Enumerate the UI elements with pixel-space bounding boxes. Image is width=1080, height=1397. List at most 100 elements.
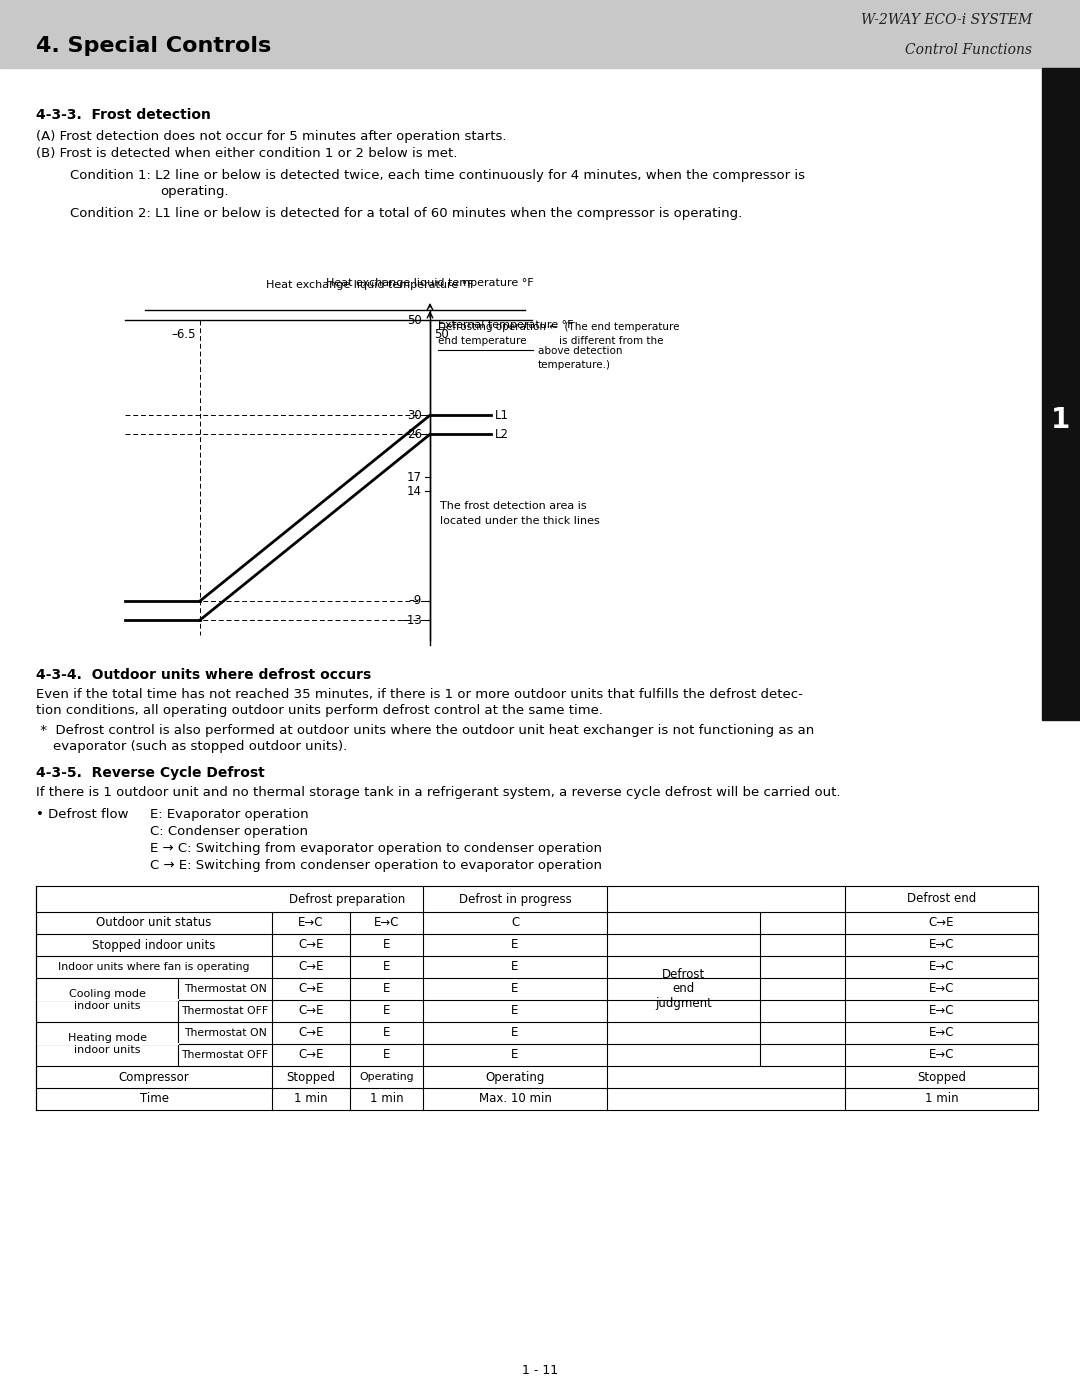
Text: Thermostat OFF: Thermostat OFF bbox=[181, 1051, 269, 1060]
Text: Indoor units where fan is operating: Indoor units where fan is operating bbox=[58, 963, 249, 972]
Text: E: Evaporator operation: E: Evaporator operation bbox=[150, 807, 309, 821]
Text: Heat exchange liquid temperature °F: Heat exchange liquid temperature °F bbox=[266, 279, 474, 291]
Text: E→C: E→C bbox=[929, 1004, 955, 1017]
Text: If there is 1 outdoor unit and no thermal storage tank in a refrigerant system, : If there is 1 outdoor unit and no therma… bbox=[36, 787, 840, 799]
Text: Operating: Operating bbox=[485, 1070, 544, 1084]
Text: C→E: C→E bbox=[298, 1027, 324, 1039]
Text: Thermostat OFF: Thermostat OFF bbox=[181, 1006, 269, 1016]
Text: Defrost preparation: Defrost preparation bbox=[289, 893, 406, 905]
Text: Condition 1: L2 line or below is detected twice, each time continuously for 4 mi: Condition 1: L2 line or below is detecte… bbox=[70, 169, 805, 182]
Text: 1 min: 1 min bbox=[924, 1092, 958, 1105]
Text: *  Defrost control is also performed at outdoor units where the outdoor unit hea: * Defrost control is also performed at o… bbox=[36, 724, 814, 738]
Text: E: E bbox=[382, 982, 390, 996]
Text: Defrost: Defrost bbox=[662, 968, 705, 982]
Text: end temperature          is different from the: end temperature is different from the bbox=[438, 337, 663, 346]
Text: Time: Time bbox=[139, 1092, 168, 1105]
Text: Stopped: Stopped bbox=[917, 1070, 966, 1084]
Text: Stopped: Stopped bbox=[286, 1070, 336, 1084]
Text: 26: 26 bbox=[407, 427, 422, 441]
Text: E→C: E→C bbox=[929, 1027, 955, 1039]
Text: indoor units: indoor units bbox=[73, 1002, 140, 1011]
Text: L1: L1 bbox=[495, 409, 509, 422]
Text: Operating: Operating bbox=[360, 1071, 414, 1083]
Text: E → C: Switching from evaporator operation to condenser operation: E → C: Switching from evaporator operati… bbox=[150, 842, 602, 855]
Text: judgment: judgment bbox=[656, 996, 712, 1010]
Text: E: E bbox=[511, 939, 518, 951]
Text: C→E: C→E bbox=[298, 961, 324, 974]
Text: –9: –9 bbox=[408, 595, 422, 608]
Text: C: C bbox=[511, 916, 519, 929]
Text: C → E: Switching from condenser operation to evaporator operation: C → E: Switching from condenser operatio… bbox=[150, 859, 602, 872]
Text: indoor units: indoor units bbox=[73, 1045, 140, 1055]
Text: E: E bbox=[382, 961, 390, 974]
Text: 30: 30 bbox=[407, 409, 422, 422]
Text: 1: 1 bbox=[1051, 407, 1070, 434]
Text: 4-3-4.  Outdoor units where defrost occurs: 4-3-4. Outdoor units where defrost occur… bbox=[36, 668, 372, 682]
Text: temperature.): temperature.) bbox=[538, 360, 611, 370]
Text: 14: 14 bbox=[407, 485, 422, 497]
Text: E: E bbox=[511, 1049, 518, 1062]
Text: Stopped indoor units: Stopped indoor units bbox=[92, 939, 216, 951]
Text: E→C: E→C bbox=[374, 916, 400, 929]
Text: (B) Frost is detected when either condition 1 or 2 below is met.: (B) Frost is detected when either condit… bbox=[36, 147, 457, 161]
Text: Defrosting operation ←  (The end temperature: Defrosting operation ← (The end temperat… bbox=[438, 321, 679, 332]
Text: tion conditions, all operating outdoor units perform defrost control at the same: tion conditions, all operating outdoor u… bbox=[36, 704, 603, 717]
Text: Defrost end: Defrost end bbox=[907, 893, 976, 905]
Text: C→E: C→E bbox=[298, 1004, 324, 1017]
Text: end: end bbox=[673, 982, 694, 996]
Text: –13: –13 bbox=[402, 613, 422, 626]
Text: • Defrost flow: • Defrost flow bbox=[36, 807, 129, 821]
Text: (A) Frost detection does not occur for 5 minutes after operation starts.: (A) Frost detection does not occur for 5… bbox=[36, 130, 507, 142]
Text: Heat exchange liquid temperature °F: Heat exchange liquid temperature °F bbox=[326, 278, 534, 288]
Text: E→C: E→C bbox=[929, 982, 955, 996]
Text: located under the thick lines: located under the thick lines bbox=[440, 517, 599, 527]
Text: 1 - 11: 1 - 11 bbox=[522, 1363, 558, 1376]
Text: C→E: C→E bbox=[298, 939, 324, 951]
Bar bbox=[1042, 68, 1080, 719]
Text: Control Functions: Control Functions bbox=[905, 43, 1032, 57]
Text: E→C: E→C bbox=[929, 1049, 955, 1062]
Text: C: Condenser operation: C: Condenser operation bbox=[150, 826, 308, 838]
Text: C→E: C→E bbox=[929, 916, 955, 929]
Text: E: E bbox=[511, 1004, 518, 1017]
Text: E→C: E→C bbox=[929, 961, 955, 974]
Text: 4. Special Controls: 4. Special Controls bbox=[36, 36, 271, 56]
Text: Thermostat ON: Thermostat ON bbox=[184, 983, 267, 995]
Text: 50: 50 bbox=[407, 313, 422, 327]
Text: 1 min: 1 min bbox=[369, 1092, 403, 1105]
Text: E→C: E→C bbox=[929, 939, 955, 951]
Text: 50: 50 bbox=[434, 328, 449, 341]
Text: 4-3-3.  Frost detection: 4-3-3. Frost detection bbox=[36, 108, 211, 122]
Text: C→E: C→E bbox=[298, 1049, 324, 1062]
Text: Defrost in progress: Defrost in progress bbox=[459, 893, 571, 905]
Text: above detection: above detection bbox=[538, 346, 622, 356]
Text: Thermostat ON: Thermostat ON bbox=[184, 1028, 267, 1038]
Bar bbox=[0, 0, 1080, 68]
Text: E: E bbox=[382, 1049, 390, 1062]
Text: Compressor: Compressor bbox=[119, 1070, 189, 1084]
Text: E: E bbox=[382, 1004, 390, 1017]
Text: E: E bbox=[511, 982, 518, 996]
Text: E: E bbox=[382, 1027, 390, 1039]
Text: E→C: E→C bbox=[298, 916, 324, 929]
Text: 4-3-5.  Reverse Cycle Defrost: 4-3-5. Reverse Cycle Defrost bbox=[36, 766, 265, 780]
Text: Outdoor unit status: Outdoor unit status bbox=[96, 916, 212, 929]
Text: Max. 10 min: Max. 10 min bbox=[478, 1092, 552, 1105]
Text: operating.: operating. bbox=[160, 184, 229, 198]
Text: E: E bbox=[511, 961, 518, 974]
Text: The frost detection area is: The frost detection area is bbox=[440, 502, 586, 511]
Text: E: E bbox=[382, 939, 390, 951]
Text: L2: L2 bbox=[495, 427, 509, 441]
Text: E: E bbox=[511, 1027, 518, 1039]
Text: 17: 17 bbox=[407, 471, 422, 483]
Text: Heating mode: Heating mode bbox=[67, 1032, 147, 1044]
Text: –6.5: –6.5 bbox=[172, 328, 195, 341]
Text: Condition 2: L1 line or below is detected for a total of 60 minutes when the com: Condition 2: L1 line or below is detecte… bbox=[70, 207, 742, 219]
Text: C→E: C→E bbox=[298, 982, 324, 996]
Text: Even if the total time has not reached 35 minutes, if there is 1 or more outdoor: Even if the total time has not reached 3… bbox=[36, 687, 802, 701]
Text: Cooling mode: Cooling mode bbox=[68, 989, 146, 999]
Text: 1 min: 1 min bbox=[294, 1092, 328, 1105]
Text: W-2WAY ECO-i SYSTEM: W-2WAY ECO-i SYSTEM bbox=[861, 13, 1032, 27]
Text: External temperature °F: External temperature °F bbox=[438, 320, 573, 330]
Text: evaporator (such as stopped outdoor units).: evaporator (such as stopped outdoor unit… bbox=[36, 740, 348, 753]
